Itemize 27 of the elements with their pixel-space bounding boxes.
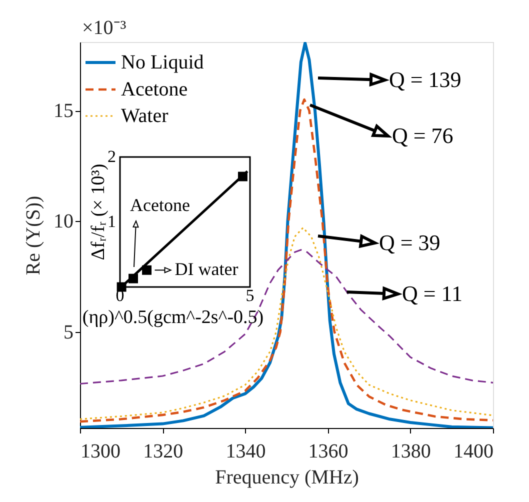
x-tick-label: 1300 <box>80 440 120 462</box>
legend-label: Acetone <box>121 78 188 100</box>
y-axis-title: Δfᵣ/fᵣ (× 10³) <box>88 164 109 260</box>
y-axis-title: Re (Y(S)) <box>22 196 44 276</box>
y-tick-label: 2 <box>108 147 116 166</box>
line-series <box>80 98 493 423</box>
annotation: Q = 76 <box>392 123 454 148</box>
annotation: DI water <box>174 259 238 280</box>
point <box>142 265 152 275</box>
legend-label: Water <box>121 105 169 127</box>
y-tick-label: 10 <box>54 210 74 233</box>
x-tick-label: 1340 <box>226 440 266 462</box>
y-tick-label: 1 <box>108 212 116 231</box>
x-axis-title: Frequency (MHz) <box>215 466 359 488</box>
annotation: Q = 139 <box>389 67 462 92</box>
y-tick-label: 5 <box>64 321 74 344</box>
annotation: Q = 11 <box>402 281 462 306</box>
x-tick-label: 1400 <box>454 440 494 462</box>
annotation: Acetone <box>130 195 190 215</box>
x-tick-label: 1320 <box>143 440 184 462</box>
x-axis-title: (ηρ)^0.5(gcm^-2s^-0.5) <box>82 307 264 328</box>
x-tick-label: 1360 <box>308 440 348 462</box>
x-tick-label: 1380 <box>390 440 431 462</box>
annotation: Q = 39 <box>379 230 440 255</box>
legend-label: No Liquid <box>121 52 204 74</box>
text: ×10⁻³ <box>82 17 126 39</box>
y-tick-label: 15 <box>54 100 74 122</box>
